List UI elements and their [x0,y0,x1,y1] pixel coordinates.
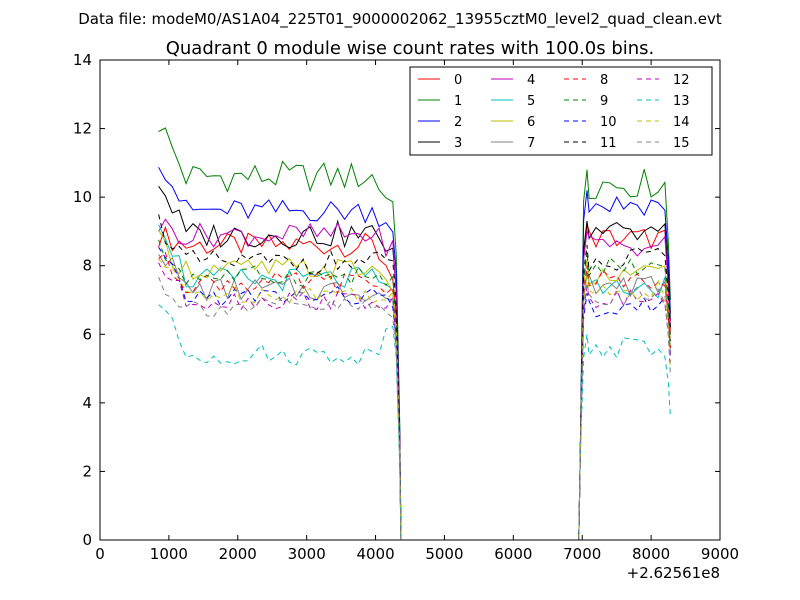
y-tick-label: 12 [73,120,92,138]
y-tick-label: 10 [73,188,92,206]
legend-label-3: 3 [454,136,462,151]
legend-box [409,66,713,156]
legend-label-14: 14 [673,115,690,130]
legend-label-4: 4 [527,73,535,88]
series-line-13 [158,304,671,541]
x-tick-label: 9000 [701,545,739,563]
x-tick-label: 7000 [563,545,601,563]
x-tick-label: 5000 [425,545,463,563]
y-tick-label: 6 [82,325,92,343]
x-tick-label: 4000 [356,545,394,563]
x-tick-label: 6000 [494,545,532,563]
series-layer [158,127,671,541]
x-tick-label: 1000 [150,545,188,563]
axis-ticks: 0 1000 2000 3000 4000 5000 6000 7000 8000 9000 0 2 4… [73,51,739,563]
series-line-2 [158,167,671,541]
series-line-9 [158,239,671,541]
series-line-7 [158,253,671,541]
legend-label-0: 0 [454,73,462,88]
series-line-3 [158,186,671,541]
series-line-6 [158,230,671,541]
chart-title: Quadrant 0 module wise count rates with … [166,38,655,59]
series-line-8 [158,251,671,541]
series-line-15 [158,276,671,541]
series-line-5 [158,224,671,541]
series-line-4 [158,218,671,541]
y-tick-label: 2 [82,462,92,480]
x-tick-label: 0 [95,545,105,563]
x-offset-label: +2.62561e8 [627,564,720,582]
legend-label-7: 7 [527,136,535,151]
series-line-11 [158,214,671,541]
series-line-14 [158,258,671,541]
legend-label-15: 15 [673,136,690,151]
x-tick-label: 2000 [219,545,257,563]
legend-label-5: 5 [527,94,535,109]
y-tick-label: 4 [82,394,92,412]
x-tick-label: 8000 [632,545,670,563]
chart-suptitle: Data file: modeM0/AS1A04_225T01_90000020… [78,10,722,29]
series-line-12 [158,262,671,541]
y-tick-label: 0 [82,531,92,549]
legend-label-1: 1 [454,94,462,109]
x-tick-label: 3000 [288,545,326,563]
legend-label-13: 13 [673,94,690,109]
series-line-0 [158,224,671,541]
series-line-10 [158,247,671,541]
legend-label-2: 2 [454,115,462,130]
plot-frame [99,59,721,541]
series-line-1 [158,127,671,541]
legend-label-8: 8 [600,73,608,88]
legend-label-12: 12 [673,73,690,88]
legend-label-11: 11 [600,136,617,151]
y-tick-label: 8 [82,257,92,275]
legend-label-6: 6 [527,115,535,130]
legend-label-10: 10 [600,115,617,130]
legend-label-9: 9 [600,94,608,109]
y-tick-label: 14 [73,51,92,69]
